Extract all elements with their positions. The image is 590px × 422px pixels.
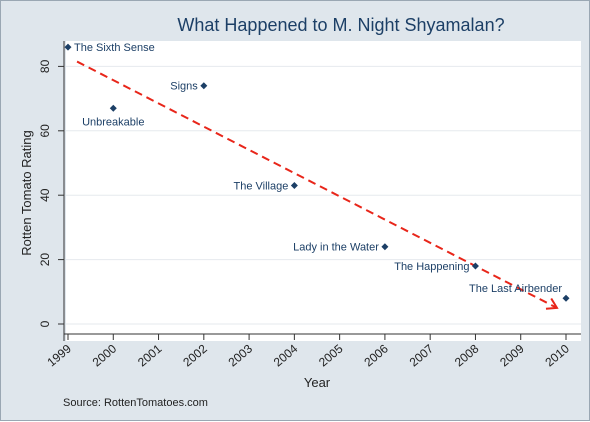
data-point-label: The Happening (394, 261, 469, 273)
y-tick-label: 60 (38, 124, 52, 138)
x-tick-label: 1999 (44, 341, 74, 369)
x-tick-label: 2010 (542, 341, 572, 369)
data-points: The Sixth Sense Unbreakable Signs The Villa… (64, 42, 570, 302)
x-tick-label: 2007 (407, 341, 437, 369)
y-axis-title: Rotten Tomato Rating (19, 130, 34, 256)
data-point (562, 294, 570, 302)
data-point (290, 182, 298, 190)
x-tick-label: 2003 (226, 341, 256, 369)
x-tick-label: 2008 (452, 341, 482, 369)
x-tick-label: 2009 (497, 341, 527, 369)
data-point-label: The Village (234, 181, 289, 193)
x-tick-label: 2004 (271, 341, 301, 369)
data-point (200, 82, 208, 90)
data-point (64, 43, 72, 51)
y-tick-label: 40 (38, 188, 52, 202)
data-point-label: Lady in the Water (293, 242, 379, 254)
x-axis-title: Year (304, 375, 331, 390)
y-tick-label: 80 (38, 59, 52, 73)
data-point-label: Unbreakable (82, 116, 144, 128)
data-point-label: The Sixth Sense (74, 42, 155, 54)
data-point (109, 104, 117, 112)
source-note: Source: RottenTomatoes.com (63, 397, 208, 409)
y-tick-label: 20 (38, 253, 52, 267)
x-tick-label: 2000 (90, 341, 120, 369)
y-tick-label: 0 (38, 320, 52, 327)
x-tick-label: 2002 (180, 341, 210, 369)
gridlines (66, 65, 581, 325)
data-point (381, 243, 389, 251)
data-point-label: Signs (170, 81, 198, 93)
x-tick-label: 2006 (361, 341, 391, 369)
chart-title: What Happened to M. Night Shyamalan? (177, 15, 504, 35)
data-point (471, 262, 479, 270)
plot-area (66, 41, 581, 341)
data-point-label: The Last Airbender (469, 283, 562, 295)
trend-arrowhead (545, 297, 559, 310)
x-tick-label: 2001 (135, 341, 165, 369)
y-axis-ticks: 0 20 40 60 80 (38, 41, 65, 341)
x-tick-label: 2005 (316, 341, 346, 369)
